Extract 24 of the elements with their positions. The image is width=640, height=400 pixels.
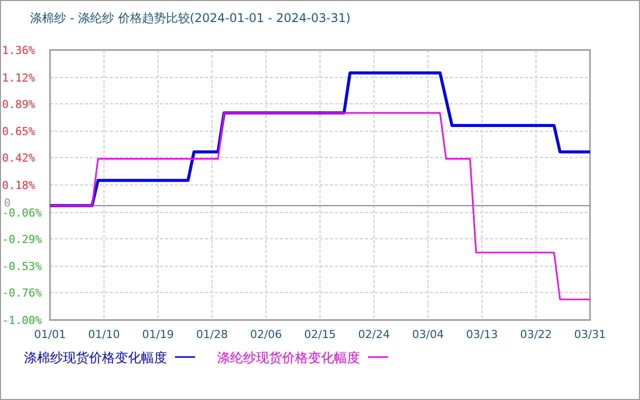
y-tick-label: 0.42% xyxy=(2,152,36,165)
legend-label: 涤纶纱现货价格变化幅度 xyxy=(217,350,360,366)
x-tick-label: 02/06 xyxy=(250,328,282,341)
x-tick-label: 03/31 xyxy=(574,328,606,341)
x-tick-label: 02/24 xyxy=(358,328,390,341)
y-tick-label: -0.53% xyxy=(2,260,42,274)
y-tick-label: -0.76% xyxy=(2,286,42,300)
y-tick-label: 0.18% xyxy=(2,179,36,192)
y-tick-label: -1.00% xyxy=(2,314,42,327)
y-tick-label: 1.12% xyxy=(2,71,36,84)
y-tick-label: -0.29% xyxy=(2,232,42,246)
x-tick-label: 03/04 xyxy=(412,328,444,341)
x-tick-label: 01/10 xyxy=(88,328,120,341)
y-tick-label: 0.65% xyxy=(2,125,36,138)
legend-label: 涤棉纱现货价格变化幅度 xyxy=(24,350,167,366)
chart-title: 涤棉纱 - 涤纶纱 价格趋势比较(2024-01-01 - 2024-03-31) xyxy=(30,11,351,25)
x-tick-label: 01/01 xyxy=(34,328,66,341)
x-tick-label: 03/13 xyxy=(466,328,498,341)
x-tick-label: 01/28 xyxy=(196,328,228,341)
x-tick-label: 03/22 xyxy=(520,328,552,341)
x-tick-label: 01/19 xyxy=(142,328,174,341)
y-tick-label: 1.36% xyxy=(2,44,36,57)
x-tick-label: 02/15 xyxy=(304,328,336,341)
y-tick-label: 0.89% xyxy=(2,98,36,111)
